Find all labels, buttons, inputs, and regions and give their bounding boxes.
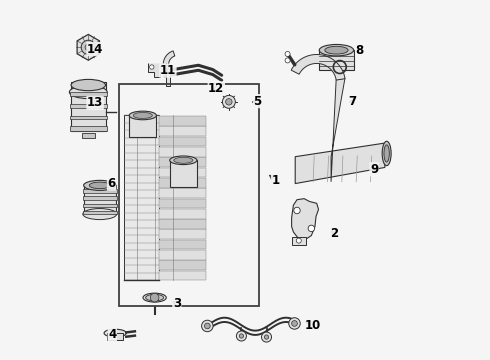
Ellipse shape: [143, 293, 166, 302]
Bar: [82, 204, 117, 207]
Bar: [159, 137, 206, 147]
Bar: [159, 260, 206, 270]
Bar: [159, 271, 206, 280]
Circle shape: [292, 320, 297, 326]
Bar: [159, 178, 206, 188]
Circle shape: [285, 51, 290, 57]
Circle shape: [81, 40, 96, 54]
Ellipse shape: [70, 86, 107, 99]
Polygon shape: [77, 35, 99, 60]
Bar: [159, 229, 206, 239]
Text: 1: 1: [271, 174, 279, 186]
Ellipse shape: [89, 182, 110, 189]
Text: 8: 8: [356, 44, 364, 57]
Ellipse shape: [174, 157, 193, 163]
Ellipse shape: [325, 46, 348, 54]
Circle shape: [265, 335, 269, 339]
Text: 10: 10: [305, 319, 321, 332]
Bar: [84, 185, 116, 214]
Bar: [82, 189, 117, 193]
Ellipse shape: [146, 294, 164, 301]
Bar: [159, 116, 206, 126]
Bar: [170, 160, 197, 187]
Bar: [159, 168, 206, 177]
Bar: [70, 92, 107, 96]
Bar: [70, 126, 107, 131]
Polygon shape: [295, 143, 385, 184]
Circle shape: [149, 65, 154, 69]
Bar: [159, 219, 206, 229]
Text: 2: 2: [331, 227, 339, 240]
Text: 11: 11: [160, 64, 176, 77]
Bar: [107, 333, 123, 340]
Circle shape: [262, 332, 271, 342]
Polygon shape: [163, 51, 175, 71]
Circle shape: [236, 331, 246, 341]
Circle shape: [150, 293, 159, 302]
Bar: [82, 211, 117, 214]
Text: 12: 12: [208, 82, 224, 95]
Bar: [159, 126, 206, 136]
Polygon shape: [166, 64, 171, 86]
Circle shape: [204, 323, 210, 329]
Bar: [129, 116, 156, 137]
Bar: [159, 147, 206, 157]
Polygon shape: [331, 78, 345, 182]
Bar: [82, 197, 117, 200]
Circle shape: [296, 238, 301, 243]
Bar: [159, 240, 206, 249]
Ellipse shape: [384, 145, 390, 162]
Bar: [159, 198, 206, 208]
Bar: [159, 209, 206, 219]
Text: 3: 3: [173, 297, 181, 310]
Polygon shape: [292, 199, 319, 240]
Circle shape: [308, 225, 315, 231]
Bar: [159, 157, 206, 167]
Bar: [71, 82, 105, 131]
Bar: [124, 116, 159, 280]
Text: 5: 5: [253, 95, 262, 108]
Ellipse shape: [83, 208, 117, 220]
Ellipse shape: [319, 44, 354, 56]
Text: 4: 4: [108, 328, 117, 341]
Circle shape: [225, 99, 232, 105]
Text: 14: 14: [87, 42, 103, 55]
Bar: [292, 237, 306, 244]
Bar: [159, 250, 206, 260]
Ellipse shape: [382, 141, 391, 166]
Ellipse shape: [129, 111, 156, 120]
Ellipse shape: [170, 156, 197, 165]
Ellipse shape: [133, 112, 152, 118]
Circle shape: [239, 334, 244, 338]
Bar: [70, 116, 107, 119]
Text: 7: 7: [348, 95, 357, 108]
Ellipse shape: [104, 329, 126, 337]
Circle shape: [85, 44, 92, 50]
Circle shape: [294, 207, 300, 214]
Text: 6: 6: [107, 177, 116, 190]
Circle shape: [160, 65, 165, 69]
Circle shape: [285, 58, 290, 63]
Bar: [82, 133, 95, 138]
Circle shape: [289, 318, 300, 329]
Polygon shape: [291, 54, 345, 80]
Bar: [319, 50, 354, 70]
Circle shape: [201, 320, 213, 332]
Bar: [159, 188, 206, 198]
Bar: [120, 84, 259, 306]
Circle shape: [222, 95, 235, 108]
Text: 9: 9: [370, 163, 378, 176]
Ellipse shape: [71, 80, 105, 91]
Bar: [70, 104, 107, 108]
Polygon shape: [148, 63, 166, 77]
Ellipse shape: [84, 180, 116, 190]
Text: 13: 13: [87, 96, 103, 109]
